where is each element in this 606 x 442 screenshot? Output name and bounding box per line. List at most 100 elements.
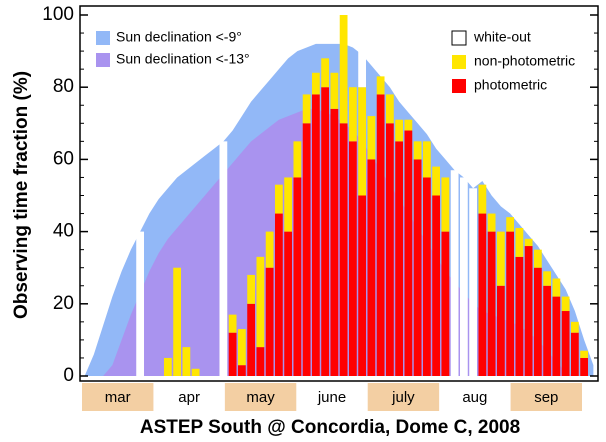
y-tick-label: 80	[53, 76, 74, 97]
chart-title: ASTEP South @ Concordia, Dome C, 2008	[140, 417, 520, 438]
bar-segment	[496, 231, 505, 286]
legend-swatch	[452, 79, 466, 93]
bar-segment	[247, 303, 256, 376]
month-band	[224, 383, 297, 411]
month-label: sep	[534, 389, 558, 406]
bar-segment	[311, 72, 320, 95]
month-label: july	[391, 389, 415, 406]
y-tick-label: 20	[53, 293, 74, 314]
bar-segment	[552, 296, 561, 376]
bar-segment	[163, 357, 172, 376]
bar-segment	[580, 357, 589, 376]
bar-segment	[367, 116, 376, 160]
bar-segment	[284, 231, 293, 376]
legend-label: photometric	[474, 77, 547, 93]
bar-segment	[173, 267, 182, 376]
bar-segment	[228, 332, 237, 376]
bar-segment	[321, 58, 330, 88]
bar-segment	[506, 231, 515, 376]
bar-segment	[570, 332, 579, 376]
bar-segment	[552, 278, 561, 297]
bar-segment	[404, 119, 413, 131]
bar-segment	[256, 256, 265, 348]
month-band	[367, 383, 440, 411]
legend-swatch	[96, 53, 110, 67]
legend-label: non-photometric	[474, 53, 575, 69]
bar-segment	[524, 246, 533, 376]
bar-segment	[478, 213, 487, 376]
month-label: apr	[178, 389, 200, 406]
bar-segment	[487, 231, 496, 376]
bar-segment	[348, 87, 357, 142]
bar-segment	[311, 94, 320, 377]
bar-segment	[524, 238, 533, 247]
bar-segment	[543, 285, 552, 376]
bar-segment	[228, 314, 237, 333]
bar-segment	[533, 267, 542, 376]
bar-segment	[182, 347, 191, 376]
bar-segment	[348, 141, 357, 376]
month-label: june	[317, 389, 346, 406]
bar-segment	[358, 195, 367, 376]
legend-swatch	[451, 30, 467, 46]
bar-segment	[330, 108, 339, 377]
legend-swatch	[96, 31, 110, 45]
bar-segment	[506, 217, 515, 232]
legend-swatch	[452, 55, 466, 69]
bar-segment	[533, 249, 542, 268]
bar-segment	[450, 170, 459, 376]
bar-segment	[385, 123, 394, 376]
bar-segment	[237, 365, 246, 376]
bar-segment	[413, 159, 422, 376]
legend-label: Sun declination <-13°	[116, 51, 250, 67]
plot-frame	[79, 5, 599, 382]
bar-segment	[561, 311, 570, 376]
bar-segment	[570, 321, 579, 333]
bar-segment	[422, 141, 431, 178]
bar-segment	[422, 177, 431, 376]
month-label: mar	[105, 389, 131, 406]
bar-segment	[247, 274, 256, 304]
legend-label: Sun declination <-9°	[116, 29, 242, 45]
bar-segment	[293, 141, 302, 178]
bar-segment	[321, 87, 330, 376]
month-label: may	[246, 389, 275, 406]
bar-segment	[580, 350, 589, 358]
bar-segment	[432, 166, 441, 196]
bar-segment	[515, 256, 524, 376]
bar-segment	[515, 227, 524, 257]
month-band	[82, 383, 154, 411]
month-label: aug	[462, 389, 487, 406]
month-band	[510, 383, 582, 411]
bar-segment	[339, 15, 348, 124]
y-tick-label: 60	[53, 148, 74, 169]
bar-segment	[441, 231, 450, 376]
bar-segment	[274, 213, 283, 376]
bar-segment	[376, 76, 385, 95]
y-tick-label: 40	[53, 221, 74, 242]
legend-label: white-out	[473, 29, 531, 45]
bar-segment	[219, 141, 228, 376]
y-tick-label: 0	[63, 365, 74, 386]
bar-segment	[469, 188, 478, 376]
bar-segment	[274, 184, 283, 214]
bar-segment	[339, 123, 348, 376]
bar-segment	[256, 347, 265, 376]
bar-segment	[136, 231, 145, 376]
bar-segment	[404, 130, 413, 376]
bar-segment	[293, 177, 302, 376]
bar-segment	[284, 177, 293, 232]
y-tick-label: 100	[42, 4, 74, 25]
bar-segment	[376, 94, 385, 377]
bar-segment	[358, 0, 367, 88]
bar-segment	[496, 285, 505, 376]
bar-segment	[561, 296, 570, 312]
bar-segment	[302, 123, 311, 376]
bar-segment	[395, 141, 404, 376]
bar-segment	[237, 329, 246, 366]
bar-segment	[487, 213, 496, 232]
bar-segment	[441, 177, 450, 232]
bar-segment	[395, 119, 404, 142]
bar-segment	[358, 87, 367, 196]
